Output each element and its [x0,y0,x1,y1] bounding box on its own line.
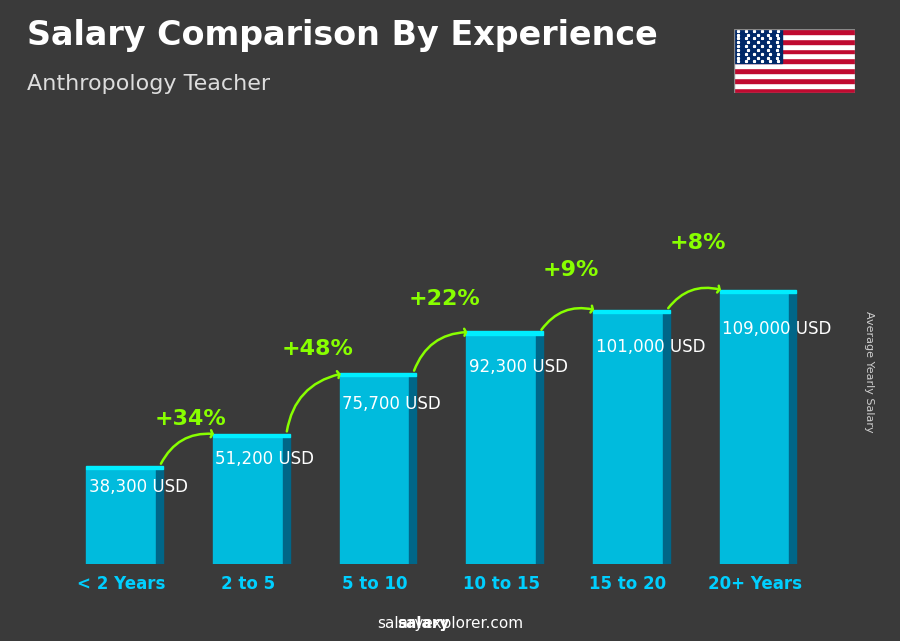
Polygon shape [593,310,670,313]
Polygon shape [466,331,543,335]
Text: 101,000 USD: 101,000 USD [596,338,705,356]
Bar [734,83,855,88]
Bar [734,53,855,58]
Bar [283,437,290,564]
Bar [734,29,782,63]
Polygon shape [213,433,290,437]
Bar [734,88,855,93]
Bar [734,29,855,34]
Text: +48%: +48% [282,338,354,359]
Text: +22%: +22% [409,289,480,309]
Bar [734,49,855,53]
Text: Anthropology Teacher: Anthropology Teacher [27,74,270,94]
Bar [86,469,156,564]
Text: +8%: +8% [670,233,726,253]
Bar [339,376,410,564]
Bar [734,58,855,63]
Bar [156,469,163,564]
Bar [734,63,855,69]
Text: 92,300 USD: 92,300 USD [469,358,568,376]
Text: 51,200 USD: 51,200 USD [215,449,314,467]
Bar [789,293,796,564]
Bar [213,437,283,564]
Text: +9%: +9% [543,260,599,280]
Bar [593,313,662,564]
Bar [720,293,789,564]
Bar [734,34,855,38]
Bar [734,38,855,44]
Text: +34%: +34% [155,409,227,429]
Text: 75,700 USD: 75,700 USD [342,395,441,413]
Text: Salary Comparison By Experience: Salary Comparison By Experience [27,19,658,52]
Text: Average Yearly Salary: Average Yearly Salary [863,311,874,433]
Polygon shape [339,372,417,376]
Polygon shape [86,465,163,469]
Bar [410,376,417,564]
Polygon shape [720,290,796,293]
Bar [734,73,855,78]
Bar [662,313,670,564]
Bar [536,335,543,564]
Bar [734,44,855,49]
Text: 38,300 USD: 38,300 USD [89,478,188,496]
Text: salary: salary [398,617,450,631]
Text: 109,000 USD: 109,000 USD [723,320,832,338]
Text: salaryexplorer.com: salaryexplorer.com [377,617,523,631]
Bar [466,335,536,564]
Bar [734,69,855,73]
Bar [734,78,855,83]
